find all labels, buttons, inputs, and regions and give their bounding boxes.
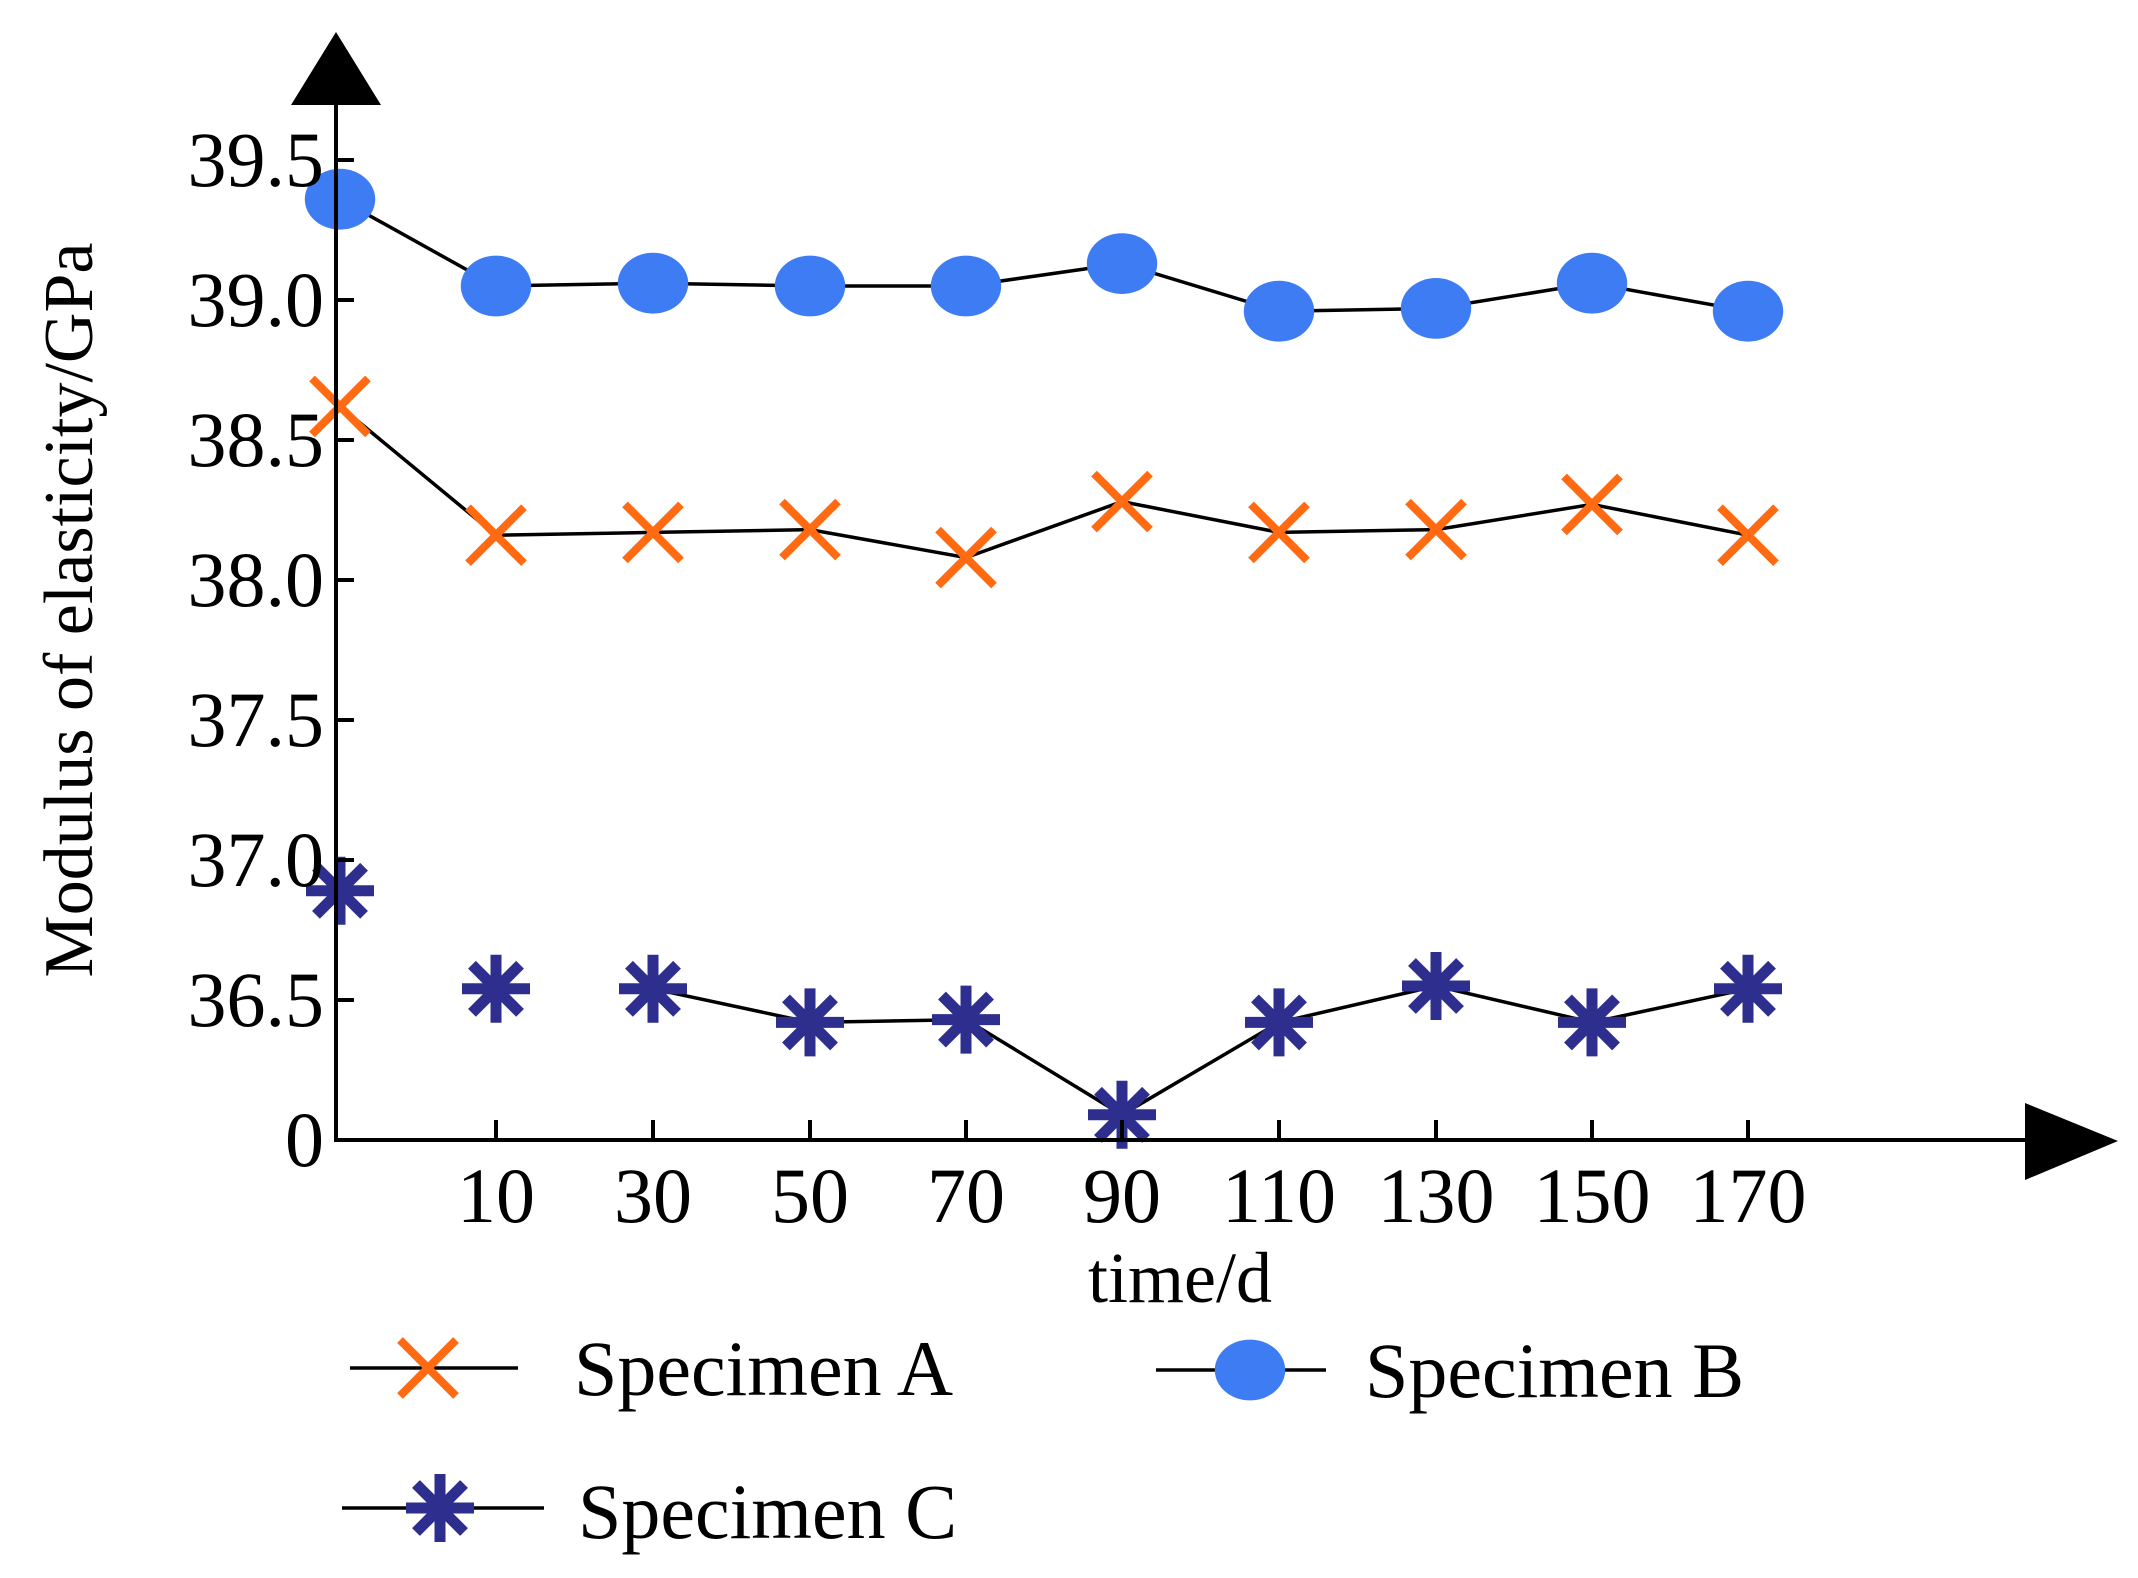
legend-entry: Specimen C (342, 1468, 957, 1555)
y-tick-label: 38.0 (188, 536, 325, 623)
data-point-x (779, 498, 841, 561)
y-axis-arrow-icon (291, 32, 381, 105)
legend-label: Specimen A (574, 1325, 953, 1412)
data-point-circle (1243, 280, 1315, 342)
data-point-asterisk (1245, 988, 1313, 1057)
y-ticks: 0 36.5 37.0 37.5 38.0 38.5 39.0 39.5 (188, 116, 354, 1183)
data-point-x (309, 375, 371, 438)
data-point-x (1248, 501, 1310, 564)
y-tick-label: 39.0 (188, 256, 325, 343)
x-axis-arrow-icon (2025, 1103, 2118, 1180)
data-point-x (935, 526, 997, 589)
data-point-asterisk (619, 954, 687, 1023)
data-point-circle (617, 252, 689, 314)
legend-entry: Specimen A (350, 1325, 953, 1412)
data-point-x (1091, 470, 1153, 533)
data-point-x (465, 504, 527, 567)
data-point-circle (1086, 233, 1158, 294)
axes: 0 36.5 37.0 37.5 38.0 38.5 39.0 39.5 10 30 50 70 90… (188, 32, 2118, 1239)
x-tick-label: 130 (1378, 1152, 1495, 1239)
data-point-asterisk (1402, 952, 1470, 1020)
data-point-circle (1214, 1339, 1286, 1401)
data-point-circle (304, 168, 376, 230)
x-tick-label: 90 (1083, 1152, 1161, 1239)
plot-area (304, 168, 1784, 1149)
series-line-1 (339, 197, 1749, 313)
y-tick-label: 37.5 (188, 676, 325, 763)
data-point-circle (1556, 252, 1628, 314)
data-point-asterisk (462, 954, 530, 1023)
legend-entry: Specimen B (1156, 1327, 1744, 1414)
data-point-circle (1712, 280, 1784, 342)
x-tick-label: 170 (1690, 1152, 1807, 1239)
series-lines (338, 197, 1749, 1117)
y-tick-label: 0 (285, 1096, 324, 1183)
data-point-x (1717, 504, 1779, 567)
x-tick-label: 110 (1222, 1152, 1336, 1239)
y-tick-label: 37.0 (188, 816, 325, 903)
data-point-asterisk (1714, 954, 1782, 1023)
data-point-asterisk (932, 985, 1000, 1054)
y-tick-label: 38.5 (188, 396, 325, 483)
data-point-x (622, 501, 684, 564)
x-tick-label: 150 (1534, 1152, 1651, 1239)
data-point-circle (930, 255, 1002, 317)
x-ticks: 10 30 50 70 90 110 130 150 170 (457, 1120, 1807, 1239)
x-axis-title: time/d (1088, 1238, 1272, 1318)
data-point-circle (774, 255, 846, 317)
y-tick-label: 36.5 (188, 956, 325, 1043)
data-point-x (1561, 473, 1623, 536)
x-tick-label: 10 (457, 1152, 535, 1239)
x-tick-label: 70 (927, 1152, 1005, 1239)
data-point-asterisk (406, 1474, 474, 1542)
data-point-asterisk (1558, 988, 1626, 1057)
data-point-circle (1400, 278, 1472, 339)
x-tick-label: 30 (614, 1152, 692, 1239)
series-line-2 (652, 984, 1749, 1117)
y-axis-title: Modulus of elasticity/GPa (31, 243, 108, 978)
series-line-0 (338, 405, 1749, 560)
x-tick-label: 50 (771, 1152, 849, 1239)
data-point-asterisk (306, 856, 374, 925)
data-point-x (1405, 498, 1467, 561)
y-tick-label: 39.5 (188, 116, 325, 203)
data-point-circle (460, 255, 532, 317)
data-point-asterisk (776, 988, 844, 1057)
series-markers (304, 168, 1784, 1149)
legend-label: Specimen B (1365, 1327, 1744, 1414)
data-point-x (397, 1337, 459, 1399)
legend: Specimen A Specimen B Specimen C (342, 1325, 1744, 1555)
legend-label: Specimen C (578, 1468, 957, 1555)
